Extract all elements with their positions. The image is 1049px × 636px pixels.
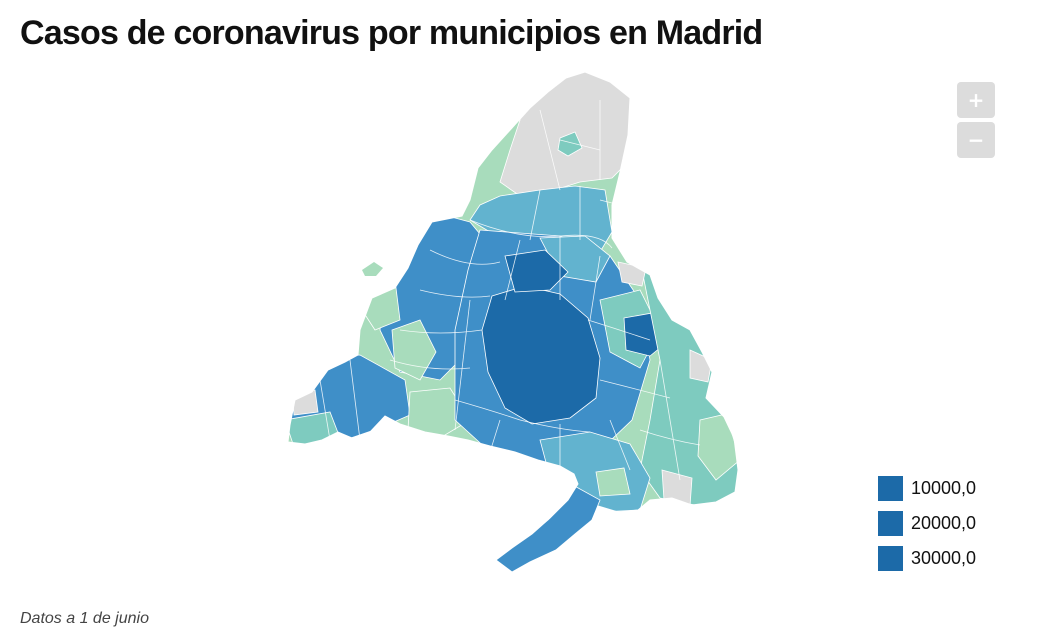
municipality-border — [504, 239, 521, 301]
legend-label: 20000,0 — [911, 513, 977, 533]
zone-north-no-data[interactable] — [499, 60, 651, 197]
municipality-border — [529, 189, 541, 241]
legend-label: 10000,0 — [911, 478, 977, 498]
zone-south-pale[interactable] — [595, 467, 631, 497]
region-outline — [287, 71, 739, 573]
municipality-border — [587, 319, 651, 341]
municipality-border — [659, 359, 681, 481]
municipality-border — [429, 249, 501, 265]
zoom-out-button[interactable]: − — [957, 122, 995, 158]
legend-item: 20000,0 — [878, 506, 976, 541]
data-date-note: Datos a 1 de junio — [20, 610, 149, 627]
region-shape — [288, 60, 738, 572]
legend-swatch — [878, 546, 903, 571]
municipality-border — [454, 299, 471, 431]
map-title: Casos de coronavirus por municipios en M… — [20, 14, 763, 52]
legend-item: 10000,0 — [878, 471, 976, 506]
municipality-border — [589, 255, 601, 321]
zone-north-mint-spot[interactable] — [557, 131, 583, 157]
municipality-borders — [319, 100, 701, 481]
municipality-border — [349, 359, 361, 441]
zone-south-west-grey[interactable] — [291, 389, 319, 416]
zone-capital[interactable] — [481, 285, 601, 425]
legend: 10000,0 20000,0 30000,0 — [878, 471, 976, 576]
municipality-border — [639, 429, 701, 446]
municipality-border — [419, 289, 491, 298]
legend-label: 30000,0 — [911, 548, 977, 568]
municipality-border — [519, 419, 591, 433]
municipality-border — [454, 399, 521, 421]
legend-swatch — [878, 511, 903, 536]
municipality-border — [539, 109, 561, 191]
municipality-border — [319, 379, 331, 441]
municipality-border — [599, 379, 671, 399]
islet-west — [362, 262, 383, 276]
legend-swatch — [878, 476, 903, 501]
municipality-border — [609, 419, 631, 471]
legend-item: 30000,0 — [878, 541, 976, 576]
municipality-border — [559, 139, 601, 151]
municipality-border — [399, 329, 483, 334]
zone-east-grey-3[interactable] — [617, 261, 647, 287]
zoom-in-button[interactable]: + — [957, 82, 995, 118]
zone-north-dark[interactable] — [504, 249, 569, 293]
